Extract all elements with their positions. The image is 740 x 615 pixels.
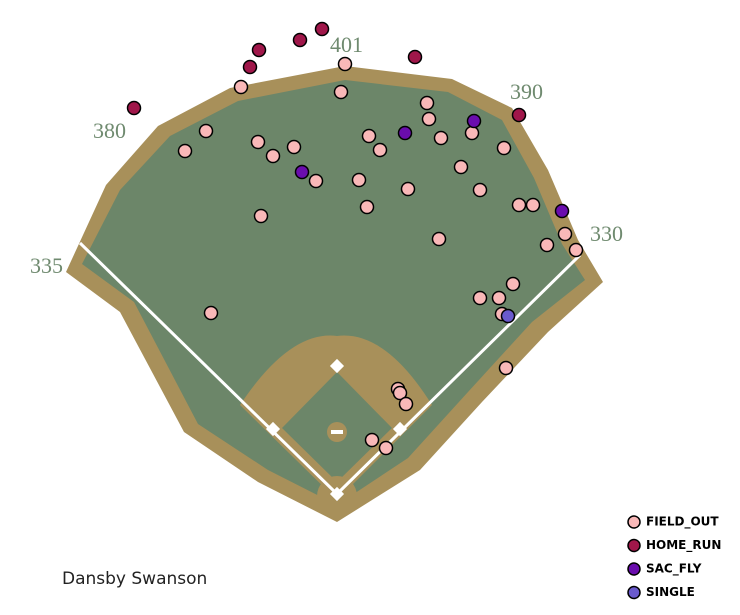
hit-point xyxy=(511,107,527,123)
hit-point xyxy=(407,49,423,65)
hit-point xyxy=(359,199,375,215)
hit-point xyxy=(203,305,219,321)
hit-point xyxy=(314,21,330,37)
hit-point xyxy=(400,181,416,197)
hit-point xyxy=(198,123,214,139)
hit-point xyxy=(421,111,437,127)
field-grass xyxy=(82,80,585,505)
hit-point xyxy=(525,197,541,213)
hit-point xyxy=(378,440,394,456)
hit-point xyxy=(498,360,514,376)
hit-point xyxy=(453,159,469,175)
hit-point xyxy=(557,226,573,242)
hit-point xyxy=(491,290,507,306)
hit-point xyxy=(126,100,142,116)
chart-title: Dansby Swanson xyxy=(62,569,207,589)
hit-point xyxy=(472,182,488,198)
rubber xyxy=(331,430,343,434)
hit-point xyxy=(431,231,447,247)
distance-label: 330 xyxy=(590,221,623,246)
legend-marker xyxy=(627,538,641,553)
hit-point xyxy=(511,197,527,213)
hit-point xyxy=(253,208,269,224)
hit-point xyxy=(496,140,512,156)
hit-point xyxy=(539,237,555,253)
home-plate xyxy=(329,486,345,502)
hit-point xyxy=(505,276,521,292)
legend-label: FIELD_OUT xyxy=(646,515,719,530)
hit-point xyxy=(398,396,414,412)
hit-point xyxy=(433,130,449,146)
hit-point xyxy=(464,125,480,141)
hit-point xyxy=(472,290,488,306)
hit-point xyxy=(292,32,308,48)
hit-point xyxy=(233,79,249,95)
legend-marker xyxy=(627,585,641,600)
foul-line xyxy=(335,253,582,496)
hit-point xyxy=(568,242,584,258)
hit-point xyxy=(337,56,353,72)
hit-point xyxy=(251,42,267,58)
hit-point xyxy=(392,385,408,401)
hit-point xyxy=(554,203,570,219)
distance-label: 401 xyxy=(330,32,363,57)
hit-point xyxy=(294,164,310,180)
legend-label: SAC_FLY xyxy=(646,562,702,577)
foul-line xyxy=(78,241,339,496)
hit-point xyxy=(372,142,388,158)
base xyxy=(392,421,408,437)
legend-label: SINGLE xyxy=(646,585,695,599)
hit-point xyxy=(177,143,193,159)
hit-point xyxy=(500,308,516,324)
distance-label: 380 xyxy=(93,118,126,143)
hit-point xyxy=(250,134,266,150)
hit-point xyxy=(242,59,258,75)
distance-label: 335 xyxy=(30,253,63,278)
hit-point xyxy=(265,148,281,164)
legend-marker xyxy=(627,562,641,576)
hit-point xyxy=(308,173,324,189)
hit-point xyxy=(286,139,302,155)
base xyxy=(329,358,345,374)
hit-point xyxy=(364,432,380,448)
hit-point xyxy=(419,95,435,111)
hit-point xyxy=(361,128,377,144)
hit-point xyxy=(333,84,349,100)
hit-point xyxy=(466,113,482,129)
legend-marker xyxy=(627,515,641,529)
distance-label: 390 xyxy=(510,79,543,104)
hit-point xyxy=(397,125,413,141)
legend-label: HOME_RUN xyxy=(646,538,721,553)
hit-point xyxy=(351,172,367,188)
base xyxy=(265,421,281,437)
